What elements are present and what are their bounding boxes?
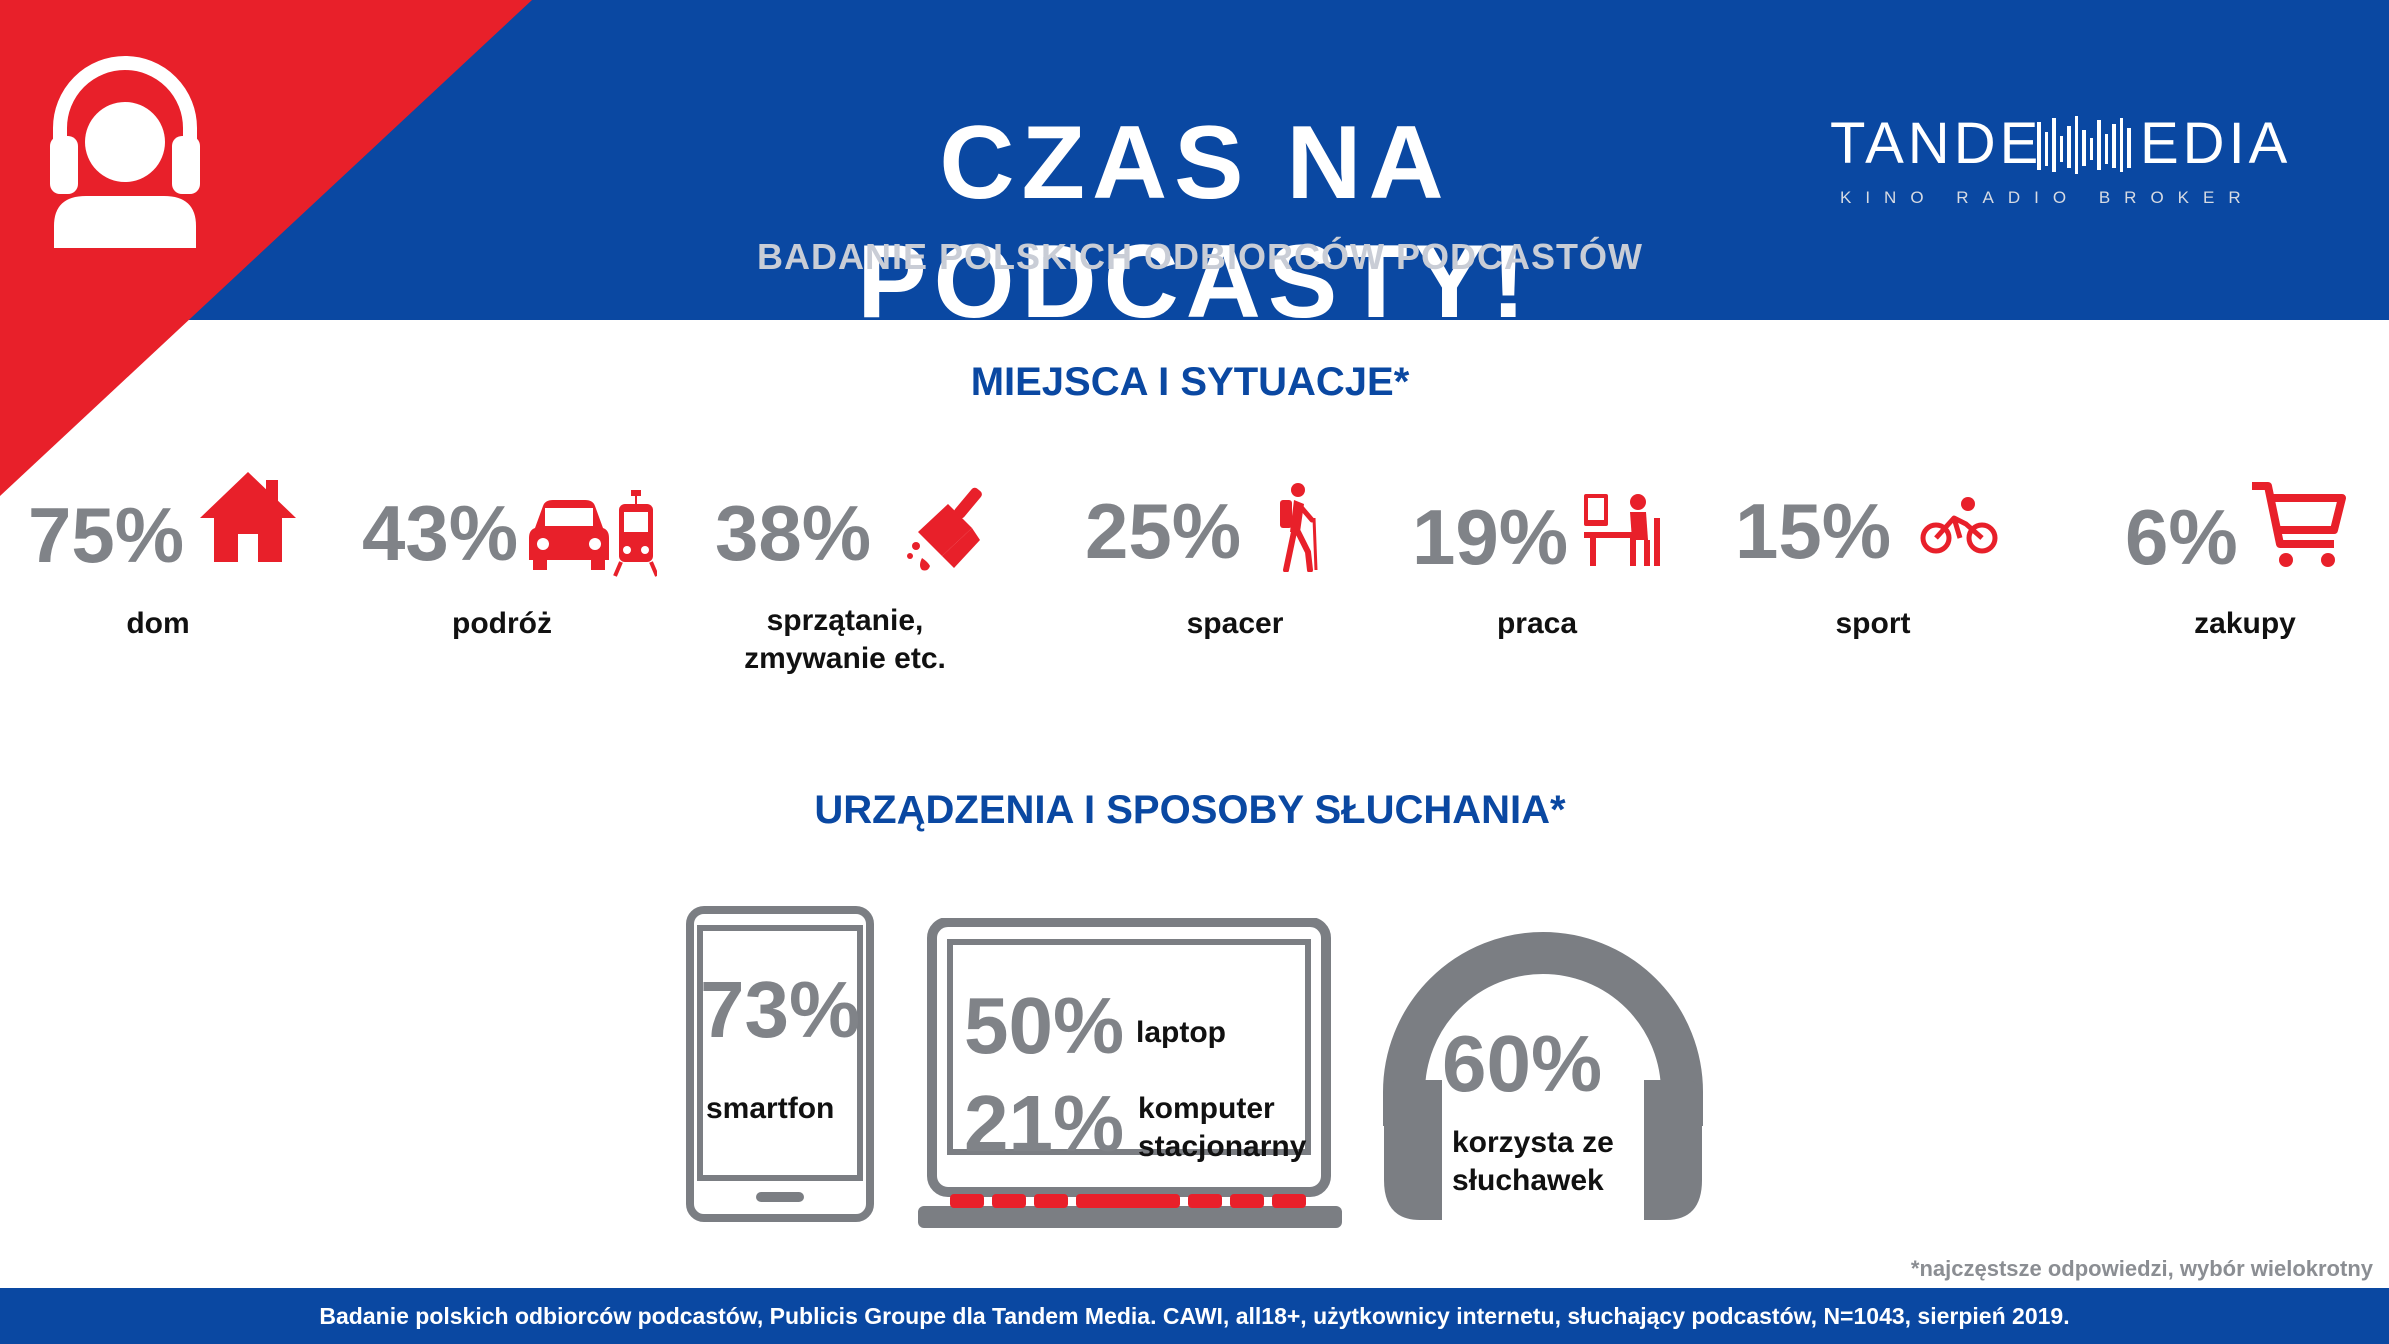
smartphone-percent: 73%	[700, 965, 861, 1054]
cleaning-brush-icon	[907, 487, 982, 571]
laptop-percent: 50%	[964, 981, 1125, 1070]
place-percent: 38%	[715, 489, 872, 577]
logo-equalizer-icon	[2037, 116, 2131, 174]
place-label: dom	[126, 607, 190, 640]
place-percent: 43%	[362, 489, 519, 577]
place-item-praca: 19% praca	[1412, 470, 1712, 640]
page-title: CZAS NA PODCASTY!	[857, 105, 1533, 340]
desktop-percent: 21%	[964, 1079, 1125, 1168]
laptop-icon	[918, 918, 1342, 1228]
house-icon	[200, 472, 296, 562]
place-label: podróż	[452, 607, 552, 640]
place-item-zakupy: 6% zakupy	[2125, 470, 2365, 640]
place-label: zakupy	[2194, 607, 2296, 640]
tandem-media-logo: TANDE EDIA KINO RADIO BROKER	[1820, 110, 2287, 220]
shopping-cart-icon	[2252, 482, 2346, 567]
place-label: spacer	[1186, 607, 1284, 640]
footnote: *najczęstsze odpowiedzi, wybór wielokrot…	[1910, 1256, 2373, 1281]
places-section-title: MIEJSCA I SYTUACJE*	[970, 360, 1410, 404]
car-and-tram-icon	[529, 490, 657, 577]
headphones-label: korzysta ze słuchawek	[1452, 1126, 1614, 1197]
place-percent: 6%	[2125, 493, 2238, 581]
place-label: sport	[1835, 607, 1911, 640]
podcast-listener-icon	[50, 56, 200, 248]
place-item-dom: 75% dom	[28, 470, 318, 640]
device-headphones: 60% korzysta ze słuchawek	[1380, 930, 1706, 1220]
laptop-label: laptop	[1136, 1016, 1226, 1049]
footer-source: Badanie polskich odbiorców podcastów, Pu…	[0, 1288, 2389, 1344]
desktop-label: komputer stacjonarny	[1138, 1092, 1307, 1163]
place-percent: 25%	[1085, 487, 1242, 575]
device-smartphone: 73% smartfon	[686, 906, 874, 1222]
headphones-icon	[1383, 932, 1703, 1220]
place-item-podroz: 43% podróż	[362, 470, 682, 640]
page-subtitle: BADANIE POLSKICH ODBIORCÓW PODCASTÓW	[757, 236, 1643, 277]
logo-tagline: KINO RADIO BROKER	[1840, 188, 2255, 207]
smartphone-label: smartfon	[706, 1092, 835, 1125]
logo-text-left: TANDE	[1830, 111, 2043, 176]
place-percent: 15%	[1735, 487, 1892, 575]
place-item-sport: 15% sport	[1735, 470, 2035, 640]
smartphone-icon	[686, 906, 874, 1222]
place-label: sprzątanie, zmywanie etc.	[744, 604, 946, 675]
devices-section-title: URZĄDZENIA I SPOSOBY SŁUCHANIA*	[814, 788, 1566, 832]
headphones-percent: 60%	[1442, 1019, 1603, 1108]
logo-text-right: EDIA	[2140, 111, 2292, 176]
device-laptop: 50% laptop 21% komputer stacjonarny	[916, 918, 1344, 1232]
place-percent: 19%	[1412, 493, 1569, 581]
place-item-spacer: 25% spacer	[1085, 470, 1345, 640]
place-percent: 75%	[28, 491, 185, 579]
hiker-icon	[1280, 483, 1318, 572]
cyclist-icon	[1920, 497, 1998, 554]
place-item-sprzatanie: 38% sprzątanie, zmywanie etc.	[715, 470, 1005, 680]
place-label: praca	[1496, 607, 1578, 640]
desk-worker-icon	[1584, 494, 1660, 566]
